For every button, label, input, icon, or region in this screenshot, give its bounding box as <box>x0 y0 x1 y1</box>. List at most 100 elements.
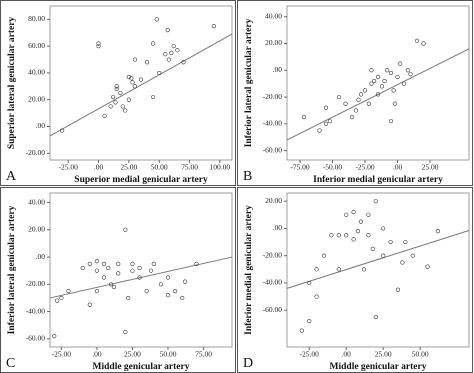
point <box>366 233 371 238</box>
point <box>151 41 156 46</box>
point <box>323 121 329 126</box>
panel-letter: D <box>243 356 253 371</box>
y-tick-label: .00 <box>36 121 46 130</box>
point <box>165 275 171 280</box>
point <box>353 108 358 113</box>
panel-letter: A <box>6 169 17 184</box>
point <box>126 74 131 80</box>
point <box>123 227 128 232</box>
x-tick-label: -25.00 <box>300 350 320 359</box>
point <box>336 267 341 272</box>
point <box>388 239 393 245</box>
point <box>329 233 334 238</box>
point <box>114 86 119 92</box>
point <box>317 128 322 133</box>
point <box>94 259 100 264</box>
point <box>55 298 60 303</box>
point <box>349 115 355 120</box>
point <box>379 84 384 89</box>
x-tick-label: 25.00 <box>124 350 141 359</box>
point <box>126 295 131 301</box>
point <box>123 329 128 335</box>
point <box>116 261 121 266</box>
point <box>425 264 430 269</box>
x-tick-label: -75.00 <box>290 163 310 172</box>
point <box>373 314 378 320</box>
y-axis-label: Inferior lateral genicular artery <box>7 205 17 334</box>
x-tick-label: -25.00 <box>59 163 79 172</box>
point <box>395 74 400 80</box>
point <box>138 77 144 82</box>
y-tick-label: -60.00 <box>263 145 283 154</box>
point <box>132 57 138 62</box>
panel-letter: C <box>6 356 15 371</box>
y-tick-label: 40.00 <box>28 68 45 77</box>
y-axis-label: Superior lateral genicular artery <box>7 17 17 150</box>
point <box>113 100 118 105</box>
point <box>126 97 131 102</box>
plot-frame <box>49 192 233 348</box>
x-axis-label: Inferior medial genicular artery <box>313 175 443 185</box>
point <box>361 267 367 272</box>
y-tick-label: -40.00 <box>26 306 46 315</box>
x-tick-label: 100.00 <box>210 163 231 172</box>
point <box>171 44 176 49</box>
point <box>314 294 319 299</box>
point <box>401 81 407 86</box>
point <box>151 261 156 266</box>
point <box>129 76 134 81</box>
point <box>108 104 113 109</box>
panel-letter: B <box>243 169 252 184</box>
point <box>351 237 356 242</box>
y-tick-label: -20.00 <box>263 92 283 101</box>
y-tick-label: -40.00 <box>263 278 283 287</box>
point <box>118 90 123 96</box>
x-tick-label: .00 <box>393 163 403 172</box>
point <box>151 94 156 100</box>
y-tick-label: 80.00 <box>28 14 45 23</box>
point <box>102 113 107 118</box>
point <box>408 72 413 77</box>
point <box>109 282 114 287</box>
point <box>388 70 394 76</box>
point <box>410 253 415 258</box>
point <box>165 28 170 33</box>
y-tick-label: -20.00 <box>26 148 46 157</box>
y-tick-label: -60.00 <box>263 305 283 314</box>
y-axis-label: Inferior medial genicular artery <box>244 205 254 335</box>
y-tick-label: -20.00 <box>26 279 46 288</box>
y-tick-label: 40.00 <box>28 197 45 206</box>
x-tick-label: 25.00 <box>375 350 392 359</box>
point <box>96 44 101 49</box>
panel-border <box>0 0 236 186</box>
point <box>299 328 304 333</box>
y-tick-label: .00 <box>273 65 283 74</box>
point <box>144 289 149 294</box>
x-tick-label: -25.00 <box>52 350 72 359</box>
y-tick-label: 20.00 <box>28 225 45 234</box>
point <box>137 265 142 271</box>
point <box>123 108 128 113</box>
point <box>96 41 101 46</box>
point <box>369 68 374 73</box>
point <box>59 295 64 301</box>
point <box>323 105 329 110</box>
point <box>356 97 361 102</box>
point <box>375 92 381 97</box>
point <box>144 60 150 65</box>
point <box>60 128 65 133</box>
point <box>373 199 378 204</box>
point <box>344 233 349 238</box>
point <box>351 209 356 215</box>
x-tick-label: 25.00 <box>422 163 439 172</box>
point <box>405 68 410 73</box>
point <box>414 38 420 43</box>
panel-border <box>237 0 473 186</box>
point <box>101 275 107 280</box>
point <box>321 253 327 258</box>
x-tick-label: -50.00 <box>323 163 343 172</box>
point <box>87 261 92 266</box>
point <box>398 61 403 66</box>
x-axis-label: Superior medial genicular artery <box>74 175 208 185</box>
point <box>366 212 371 217</box>
